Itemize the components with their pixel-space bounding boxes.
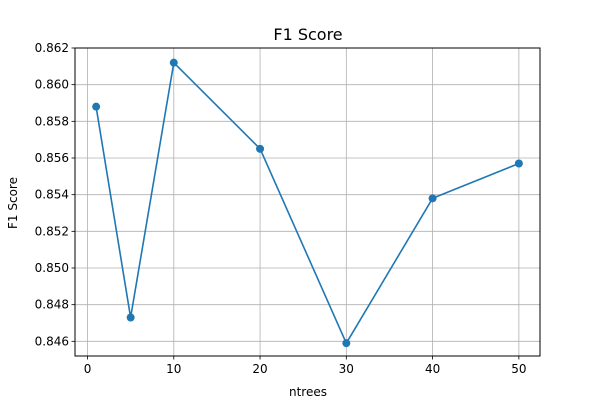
x-tick-label: 40 bbox=[425, 362, 440, 376]
x-axis-label: ntrees bbox=[289, 385, 327, 399]
y-tick-label: 0.858 bbox=[35, 114, 69, 128]
data-point bbox=[126, 313, 135, 322]
x-tick-label: 20 bbox=[252, 362, 267, 376]
data-point bbox=[514, 159, 523, 168]
y-tick-label: 0.850 bbox=[35, 261, 69, 275]
grid bbox=[75, 47, 540, 356]
y-tick-label: 0.848 bbox=[35, 298, 69, 312]
series-line bbox=[95, 61, 520, 345]
data-series bbox=[92, 58, 523, 348]
data-point bbox=[428, 194, 437, 203]
y-tick-label: 0.846 bbox=[35, 334, 69, 348]
x-tick-label: 30 bbox=[339, 362, 354, 376]
y-axis-label: F1 Score bbox=[6, 177, 20, 229]
y-tick-label: 0.860 bbox=[35, 78, 69, 92]
y-tick-label: 0.862 bbox=[35, 41, 69, 55]
y-tick-label: 0.856 bbox=[35, 151, 69, 165]
data-point bbox=[92, 102, 101, 111]
x-tick-label: 0 bbox=[84, 362, 92, 376]
y-tick-label: 0.854 bbox=[35, 188, 69, 202]
y-tick-label: 0.852 bbox=[35, 224, 69, 238]
chart-title: F1 Score bbox=[273, 25, 342, 44]
plot-area bbox=[74, 47, 541, 357]
data-point bbox=[342, 339, 351, 348]
x-tick-label: 10 bbox=[166, 362, 181, 376]
data-point bbox=[256, 144, 265, 153]
axis-ticks: 0 10 20 30 40 50 0.846 0.848 0.850 0.852 0.854 0.85… bbox=[35, 41, 527, 376]
data-point bbox=[169, 58, 178, 67]
x-tick-label: 50 bbox=[511, 362, 526, 376]
